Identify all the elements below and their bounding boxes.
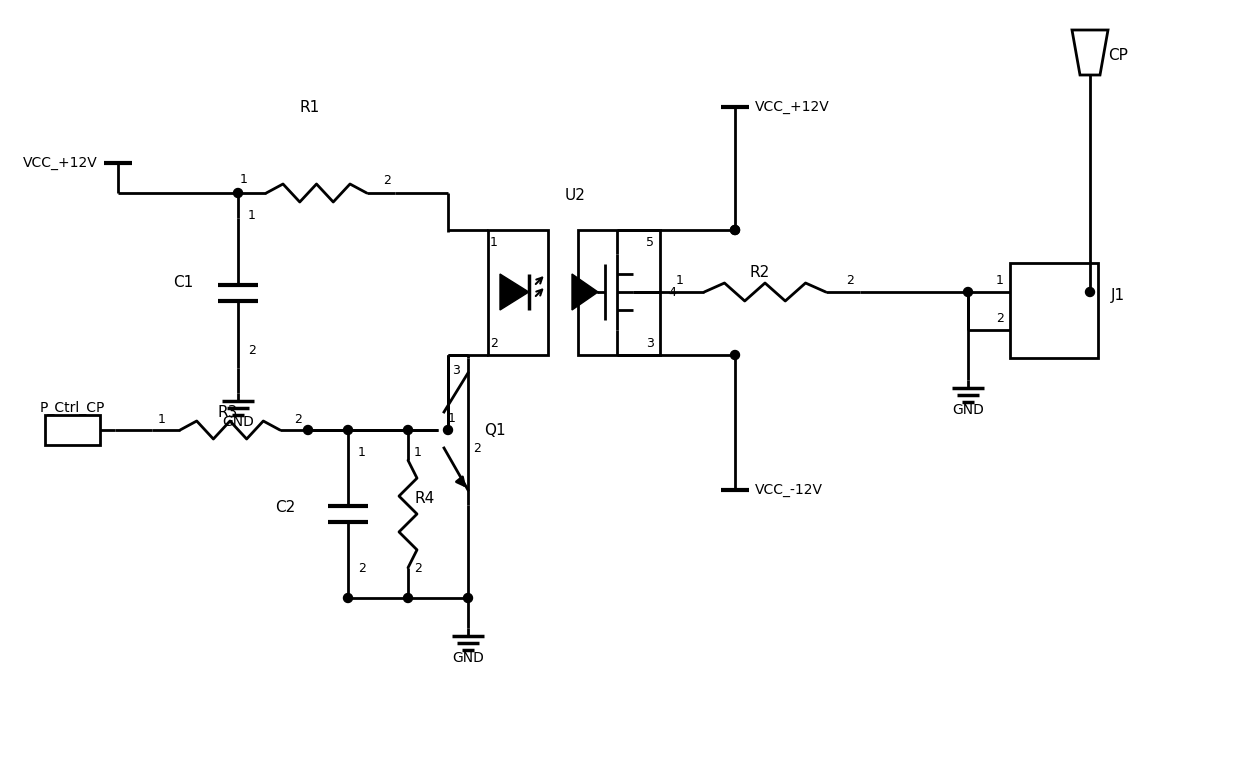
- Text: R1: R1: [300, 100, 320, 114]
- Circle shape: [233, 188, 243, 198]
- Circle shape: [343, 594, 353, 602]
- Text: U2: U2: [565, 187, 586, 202]
- Text: 1: 1: [240, 173, 248, 185]
- Text: R2: R2: [750, 265, 771, 279]
- Text: CP: CP: [1108, 47, 1127, 62]
- Text: 3: 3: [452, 363, 460, 377]
- Text: 2: 2: [473, 441, 481, 454]
- Text: 2: 2: [491, 337, 498, 349]
- Text: P_Ctrl_CP: P_Ctrl_CP: [40, 401, 104, 415]
- Polygon shape: [501, 274, 529, 310]
- Text: VCC_-12V: VCC_-12V: [755, 483, 823, 497]
- Text: 1: 1: [159, 412, 166, 426]
- Text: 5: 5: [646, 236, 654, 248]
- Text: C1: C1: [173, 275, 193, 289]
- Text: C2: C2: [275, 500, 295, 516]
- Text: GND: GND: [222, 415, 254, 429]
- Text: 1: 1: [358, 446, 366, 458]
- Text: R4: R4: [415, 490, 435, 506]
- Text: Q1: Q1: [484, 422, 506, 437]
- Text: 2: 2: [414, 562, 422, 574]
- Text: 2: 2: [996, 311, 1004, 324]
- Polygon shape: [1072, 30, 1108, 75]
- Text: 1: 1: [248, 209, 256, 222]
- Circle shape: [404, 594, 413, 602]
- Circle shape: [463, 594, 472, 602]
- Circle shape: [731, 226, 740, 234]
- Text: J1: J1: [1111, 288, 1125, 303]
- Text: 1: 1: [449, 412, 456, 425]
- Text: VCC_+12V: VCC_+12V: [24, 156, 98, 170]
- Text: R3: R3: [218, 405, 238, 419]
- Text: 2: 2: [294, 412, 302, 426]
- Text: 1: 1: [996, 274, 1004, 286]
- Circle shape: [1085, 288, 1094, 296]
- Text: GND: GND: [952, 403, 984, 417]
- Circle shape: [731, 226, 740, 234]
- Text: 1: 1: [491, 236, 498, 248]
- Bar: [579, 230, 660, 355]
- Text: 1: 1: [414, 446, 422, 458]
- Bar: [1010, 263, 1098, 358]
- Circle shape: [343, 426, 353, 434]
- Polygon shape: [572, 274, 598, 310]
- Circle shape: [444, 426, 452, 434]
- Text: GND: GND: [452, 651, 484, 665]
- Text: 2: 2: [248, 344, 256, 356]
- Text: 1: 1: [676, 274, 684, 286]
- Circle shape: [304, 426, 312, 434]
- Text: 2: 2: [846, 274, 854, 286]
- Text: 3: 3: [646, 337, 654, 349]
- Circle shape: [731, 351, 740, 359]
- Text: 2: 2: [358, 562, 366, 574]
- Bar: [488, 230, 548, 355]
- Text: 4: 4: [668, 286, 676, 299]
- Circle shape: [964, 288, 973, 296]
- Bar: [45, 415, 99, 445]
- Text: 2: 2: [383, 173, 392, 187]
- Text: VCC_+12V: VCC_+12V: [755, 100, 830, 114]
- Circle shape: [404, 426, 413, 434]
